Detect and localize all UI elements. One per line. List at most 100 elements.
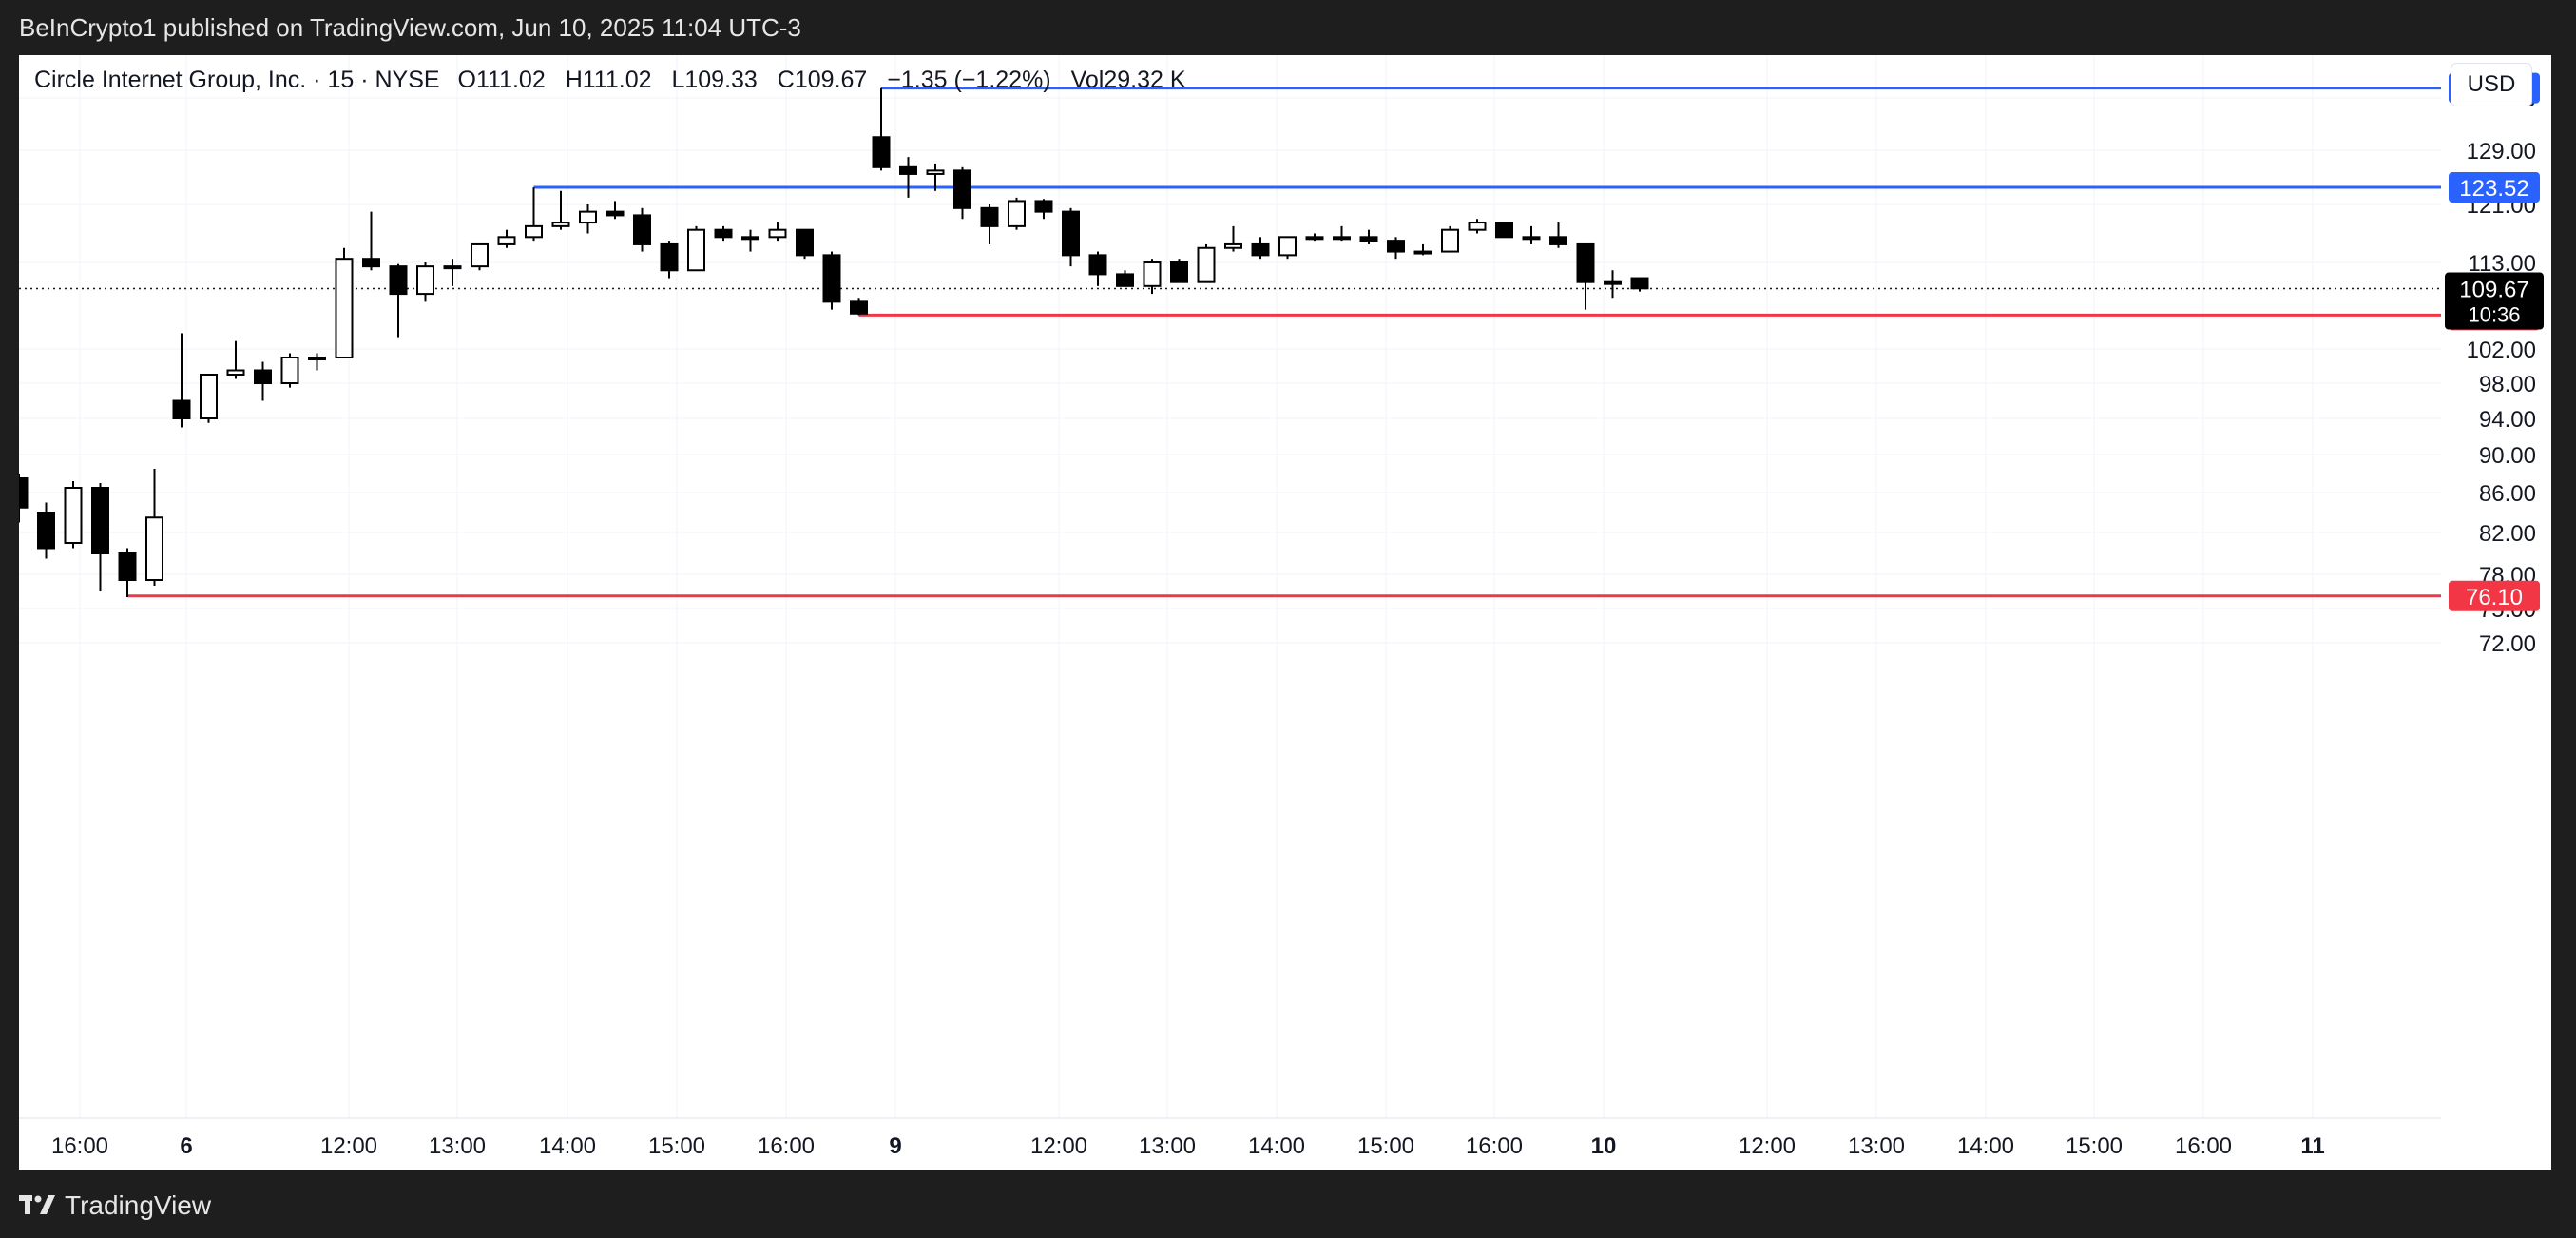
candle bbox=[200, 374, 218, 423]
candle bbox=[822, 251, 841, 310]
candle-body-down bbox=[389, 265, 408, 296]
candle bbox=[280, 353, 299, 388]
price-tick-label: 113.00 bbox=[2468, 251, 2536, 277]
candle-body-down bbox=[980, 206, 999, 227]
candle bbox=[1197, 243, 1216, 283]
candle-body-down bbox=[1333, 236, 1351, 241]
time-tick-label: 6 bbox=[180, 1133, 192, 1159]
candle-body-up bbox=[416, 265, 434, 296]
price-tick-label: 82.00 bbox=[2479, 521, 2536, 547]
price-tick-label: 86.00 bbox=[2479, 481, 2536, 507]
price-tick-label: 72.00 bbox=[2479, 631, 2536, 657]
candle bbox=[1278, 236, 1297, 260]
candle-body-down bbox=[1630, 277, 1649, 290]
open-value: 111.02 bbox=[475, 67, 546, 93]
time-tick-label: 15:00 bbox=[648, 1133, 705, 1159]
candle bbox=[687, 225, 705, 272]
low-value: 109.33 bbox=[684, 67, 758, 93]
publish-info: BeInCrypto1 published on TradingView.com… bbox=[19, 13, 801, 42]
support-price-tag: 76.10 bbox=[2449, 580, 2540, 611]
time-tick-label: 16:00 bbox=[2175, 1133, 2232, 1159]
tradingview-brand[interactable]: TradingView bbox=[19, 1190, 211, 1221]
price-tick-label: 129.00 bbox=[2467, 139, 2536, 164]
candle bbox=[1359, 229, 1378, 244]
candle-body-up bbox=[687, 228, 705, 272]
candle-body-down bbox=[660, 242, 679, 272]
candle-body-down bbox=[19, 477, 29, 509]
candle-body-up bbox=[335, 258, 354, 358]
candle-body-up bbox=[280, 357, 299, 384]
candle bbox=[796, 228, 814, 260]
candle-body-down bbox=[1116, 273, 1134, 287]
candle-body-down bbox=[118, 552, 137, 581]
time-tick-label: 15:00 bbox=[2066, 1133, 2123, 1159]
candle bbox=[1062, 207, 1080, 267]
candle-body-down bbox=[308, 357, 326, 360]
candle bbox=[1305, 233, 1324, 242]
candle bbox=[145, 469, 163, 586]
candle-body-down bbox=[1088, 254, 1107, 276]
candle-body-up bbox=[1008, 200, 1026, 227]
high-value: 111.02 bbox=[582, 67, 652, 93]
candle-body-down bbox=[254, 369, 272, 384]
candle bbox=[1576, 242, 1595, 310]
grid bbox=[19, 55, 2441, 1118]
candle-body-up bbox=[926, 169, 945, 175]
candle bbox=[254, 361, 272, 401]
candle bbox=[1251, 237, 1270, 260]
candle bbox=[1224, 225, 1242, 252]
candle-body-down bbox=[714, 228, 733, 239]
candle-body-down bbox=[953, 169, 971, 209]
candle-body-up bbox=[226, 369, 245, 376]
candle bbox=[1413, 243, 1432, 256]
candle bbox=[37, 502, 55, 559]
candle-body-down bbox=[1305, 236, 1324, 241]
candle-body-down bbox=[872, 136, 891, 168]
candle-body-down bbox=[172, 399, 191, 419]
candle-body-down bbox=[1604, 280, 1622, 285]
candlestick-chart[interactable]: 137.00129.00121.00113.00102.0098.0094.00… bbox=[19, 55, 2551, 1170]
time-tick-label: 12:00 bbox=[1030, 1133, 1087, 1159]
tradingview-logo-icon bbox=[19, 1195, 55, 1214]
symbol-name: Circle Internet Group, Inc. · 15 · NYSE bbox=[34, 67, 440, 93]
price-axis: 137.00129.00121.00113.00102.0098.0094.00… bbox=[2441, 55, 2551, 1170]
candle bbox=[118, 548, 137, 597]
candle bbox=[1387, 237, 1405, 260]
candle bbox=[1630, 277, 1649, 292]
candle bbox=[1468, 219, 1487, 234]
candle bbox=[91, 483, 109, 591]
candle-body-down bbox=[1387, 240, 1405, 253]
high-label: H bbox=[565, 67, 583, 93]
candle bbox=[660, 241, 679, 279]
chart-panel[interactable]: 137.00129.00121.00113.00102.0098.0094.00… bbox=[19, 55, 2551, 1170]
last-price-tag-bg bbox=[2445, 272, 2544, 330]
candle bbox=[714, 225, 733, 242]
currency-button[interactable]: USD bbox=[2451, 63, 2532, 106]
time-tick-label: 12:00 bbox=[1739, 1133, 1796, 1159]
candle bbox=[551, 190, 570, 230]
candle-body-down bbox=[741, 236, 759, 241]
candle bbox=[1604, 270, 1622, 299]
candle bbox=[1170, 259, 1188, 283]
candle-body-up bbox=[551, 222, 570, 227]
candle-body-down bbox=[822, 254, 841, 303]
candle-body-up bbox=[64, 487, 83, 544]
candle-body-down bbox=[91, 487, 109, 554]
time-axis: 16:00 6 12:00 13:00 14:00 15:00 16:00 9 12:00 13:… bbox=[19, 1117, 2441, 1159]
low-label: L bbox=[671, 67, 685, 93]
candle-body-down bbox=[606, 210, 625, 217]
time-tick-label: 16:00 bbox=[51, 1133, 108, 1159]
change-value: −1.35 (−1.22%) bbox=[887, 67, 1051, 93]
candle bbox=[416, 262, 434, 302]
candle bbox=[768, 222, 787, 242]
time-tick-label: 13:00 bbox=[429, 1133, 486, 1159]
candle bbox=[308, 353, 326, 371]
candle-body-down bbox=[443, 265, 462, 270]
candle-body-up bbox=[579, 210, 597, 224]
candle bbox=[953, 166, 971, 220]
candle bbox=[1441, 225, 1459, 253]
candle-body-down bbox=[1495, 222, 1513, 239]
candle-body-up bbox=[525, 224, 543, 239]
publish-header: BeInCrypto1 published on TradingView.com… bbox=[0, 0, 2576, 55]
